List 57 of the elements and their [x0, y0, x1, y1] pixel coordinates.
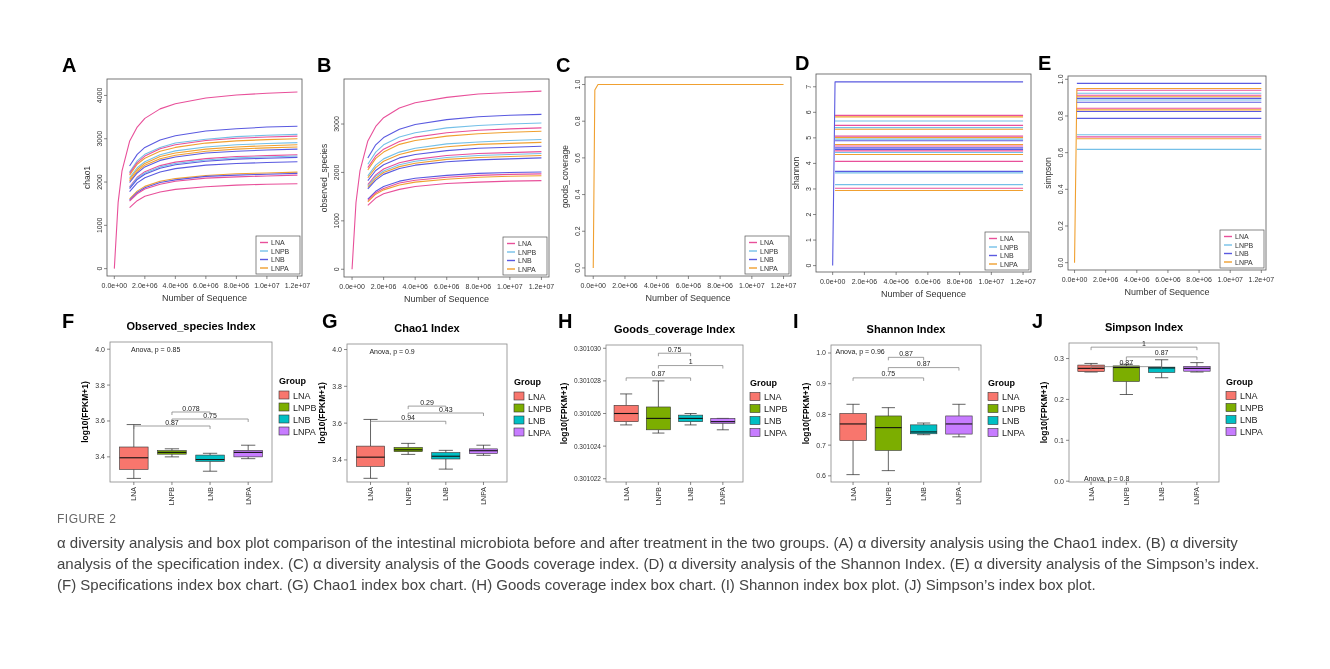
legend-label: LNPB: [1240, 403, 1264, 413]
y-axis-title: log10(FPKM+1): [317, 382, 328, 444]
text: F: [62, 310, 75, 332]
chart-title: Simpson Index: [1104, 321, 1184, 333]
legend-label: LNB: [293, 414, 311, 425]
x-axis-title: Number of Sequence: [645, 293, 731, 303]
x-axis-title: Number of Sequence: [1124, 287, 1210, 297]
y-axis-title: log10(FPKM+1): [801, 382, 812, 445]
x-axis-title: Number of Sequence: [161, 293, 248, 303]
legend-label: LNB: [1002, 416, 1020, 426]
chart-title: Shannon Index: [866, 323, 947, 335]
legend-label: LNPA: [293, 426, 316, 437]
text: α diversity analysis and box plot comparison of the intestinal microbiota before and after treatment in the two groups. (A) α diversity analysis using the Chao1 index. (B) α diversity analysis of the specification index. (C) α diversity analysis of the Goods coverage index. (D) α diversity analysis of the Shannon Index. (E) α diversity analysis of the Simpson’s index. (F) Specifications index box chart. (G) Chao1 index box chart. (H) Goods coverage index box chart. (I) Shannon index box plot. (J) Simpson’s index box plot.: [57, 533, 1261, 595]
legend-label: LNB: [1240, 415, 1258, 425]
text: I: [793, 310, 799, 332]
y-axis-title: log10(FPKM+1): [80, 381, 91, 443]
y-axis-title: simpson: [1043, 156, 1053, 189]
legend-label: LNPB: [764, 404, 788, 414]
text: G: [322, 310, 338, 332]
legend-title: Group: [279, 376, 307, 386]
text: H: [558, 310, 573, 332]
text: B: [317, 54, 332, 76]
y-axis-title: log10(FPKM+1): [1039, 381, 1050, 444]
legend-title: Group: [750, 377, 778, 388]
legend-title: Group: [988, 377, 1016, 388]
legend-label: LNB: [528, 415, 546, 426]
legend-label: LNPA: [1002, 428, 1025, 438]
y-axis-title: chao1: [82, 165, 92, 190]
y-axis-title: goods_coverage: [560, 144, 570, 208]
legend-label: LNA: [293, 390, 311, 401]
legend-label: LNA: [764, 392, 782, 402]
text: C: [556, 54, 571, 76]
legend-label: LNA: [1240, 391, 1258, 401]
legend-label: LNPB: [293, 402, 317, 413]
text: A: [62, 54, 77, 76]
legend-label: LNPA: [528, 427, 551, 438]
y-axis-title: log10(FPKM+1): [558, 382, 569, 445]
chart-title: Observed_species Index: [126, 320, 257, 332]
text: FIGURE 2: [57, 512, 118, 526]
text: E: [1038, 52, 1052, 74]
legend-label: LNPA: [1240, 427, 1263, 437]
text: J: [1032, 310, 1044, 332]
legend-label: LNA: [1002, 392, 1020, 402]
x-axis-title: Number of Sequence: [403, 294, 490, 304]
legend-label: LNPB: [1002, 404, 1026, 414]
y-axis-title: observed_species: [319, 143, 329, 213]
chart-title: Chao1 Index: [394, 322, 461, 334]
y-axis-title: shannon: [791, 156, 801, 190]
chart-title: Goods_coverage Index: [613, 323, 736, 335]
text: D: [795, 52, 810, 74]
legend-label: LNPB: [528, 403, 552, 414]
legend-label: LNA: [528, 391, 546, 402]
legend-label: LNPA: [764, 428, 787, 438]
legend-label: LNB: [764, 416, 782, 426]
x-axis-title: Number of Sequence: [880, 289, 967, 299]
legend-title: Group: [514, 377, 542, 387]
legend-title: Group: [1226, 376, 1254, 387]
